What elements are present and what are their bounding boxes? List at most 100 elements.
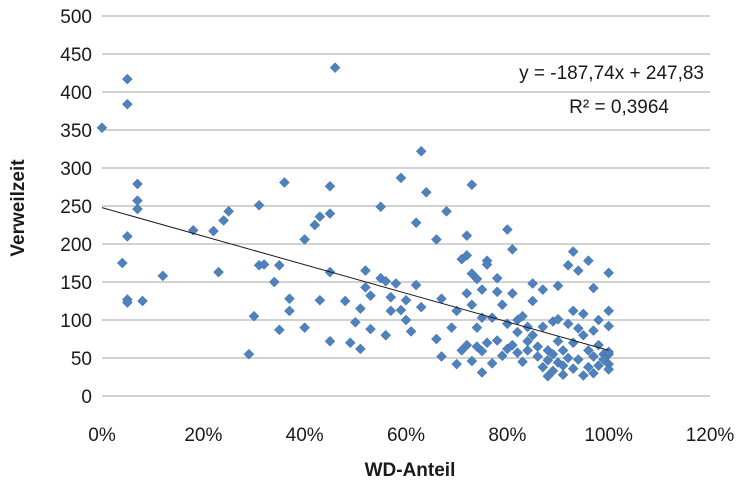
data-point [481, 259, 493, 270]
data-point [400, 314, 412, 326]
data-point [572, 323, 584, 334]
data-point [344, 337, 356, 349]
data-point [471, 273, 483, 285]
data-point [527, 278, 539, 289]
data-point [603, 305, 615, 317]
x-tick-label: 40% [286, 425, 324, 446]
data-point [562, 318, 574, 330]
data-point [157, 270, 169, 282]
data-point [121, 297, 133, 308]
data-point [395, 172, 407, 184]
data-point [552, 335, 564, 347]
data-point [284, 293, 295, 305]
data-point [593, 360, 604, 371]
data-point [456, 345, 468, 356]
y-tick-label: 350 [60, 121, 92, 142]
data-point [223, 205, 235, 217]
x-tick-label: 60% [387, 425, 425, 446]
data-point [557, 345, 569, 356]
data-point [567, 305, 579, 317]
data-point [567, 363, 579, 374]
data-point [552, 280, 564, 292]
data-point [324, 335, 336, 347]
data-point [365, 290, 376, 302]
data-point [593, 339, 604, 351]
data-point [385, 305, 397, 317]
x-tick-label: 20% [184, 425, 222, 446]
data-point [496, 350, 508, 362]
data-point [547, 365, 559, 377]
data-point [284, 305, 295, 317]
data-point [431, 333, 442, 345]
data-point [461, 339, 473, 351]
data-point [431, 234, 442, 245]
data-point [562, 352, 574, 364]
x-tick-label: 100% [584, 425, 633, 446]
data-point [253, 199, 265, 211]
data-point [390, 278, 402, 289]
data-point [324, 208, 336, 219]
x-axis-title: WD-Anteil [365, 460, 456, 481]
data-point [436, 351, 447, 362]
data-point [248, 310, 260, 322]
data-point [395, 304, 407, 316]
data-point [208, 225, 219, 237]
y-tick-label: 400 [60, 83, 92, 104]
y-tick-label: 100 [60, 311, 92, 332]
data-point [355, 343, 366, 355]
data-point [375, 201, 387, 213]
data-point [410, 279, 422, 291]
data-point [380, 329, 392, 341]
data-point [405, 326, 417, 337]
data-point [441, 205, 452, 217]
y-axis-title: Verweilzeit [8, 159, 29, 257]
data-point [132, 178, 143, 190]
data-point [466, 299, 478, 311]
data-point [583, 361, 594, 373]
data-point [116, 257, 128, 269]
data-point [314, 294, 326, 306]
y-tick-label: 50 [71, 349, 92, 370]
data-point [243, 348, 255, 360]
data-point [481, 337, 493, 349]
trendline-r-squared: R² = 0,3964 [569, 97, 669, 118]
data-point [461, 288, 473, 299]
data-point [547, 348, 559, 360]
data-point [268, 276, 280, 288]
y-tick-label: 300 [60, 159, 92, 180]
data-point [496, 299, 508, 311]
data-point [603, 364, 615, 375]
data-point [466, 179, 478, 191]
data-point [410, 217, 422, 229]
data-point [537, 284, 549, 295]
data-point [385, 291, 397, 303]
data-point [446, 322, 457, 333]
data-point [466, 268, 478, 279]
data-point [466, 355, 478, 367]
x-axis-ticks: 0% 20% 40% 60% 80% 100% 120% [88, 425, 734, 446]
data-point [501, 224, 513, 235]
data-point [522, 321, 533, 333]
x-tick-label: 120% [686, 425, 735, 446]
data-points [96, 62, 615, 382]
y-tick-label: 250 [60, 197, 92, 218]
data-point [299, 322, 311, 333]
y-tick-label: 200 [60, 235, 92, 256]
data-point [542, 354, 554, 366]
trendline [101, 207, 609, 351]
data-point [522, 345, 533, 356]
data-point [273, 324, 285, 336]
y-axis-ticks: 0 50 100 150 200 250 300 350 400 450 500 [60, 7, 92, 408]
data-point [355, 303, 366, 314]
data-point [314, 211, 326, 222]
data-point [552, 313, 564, 325]
data-point [121, 73, 133, 85]
data-point [213, 266, 224, 278]
data-point [507, 243, 518, 255]
data-point [572, 354, 584, 365]
y-tick-label: 150 [60, 273, 92, 294]
data-point [583, 255, 594, 267]
data-point [476, 284, 488, 295]
data-point [491, 335, 503, 346]
